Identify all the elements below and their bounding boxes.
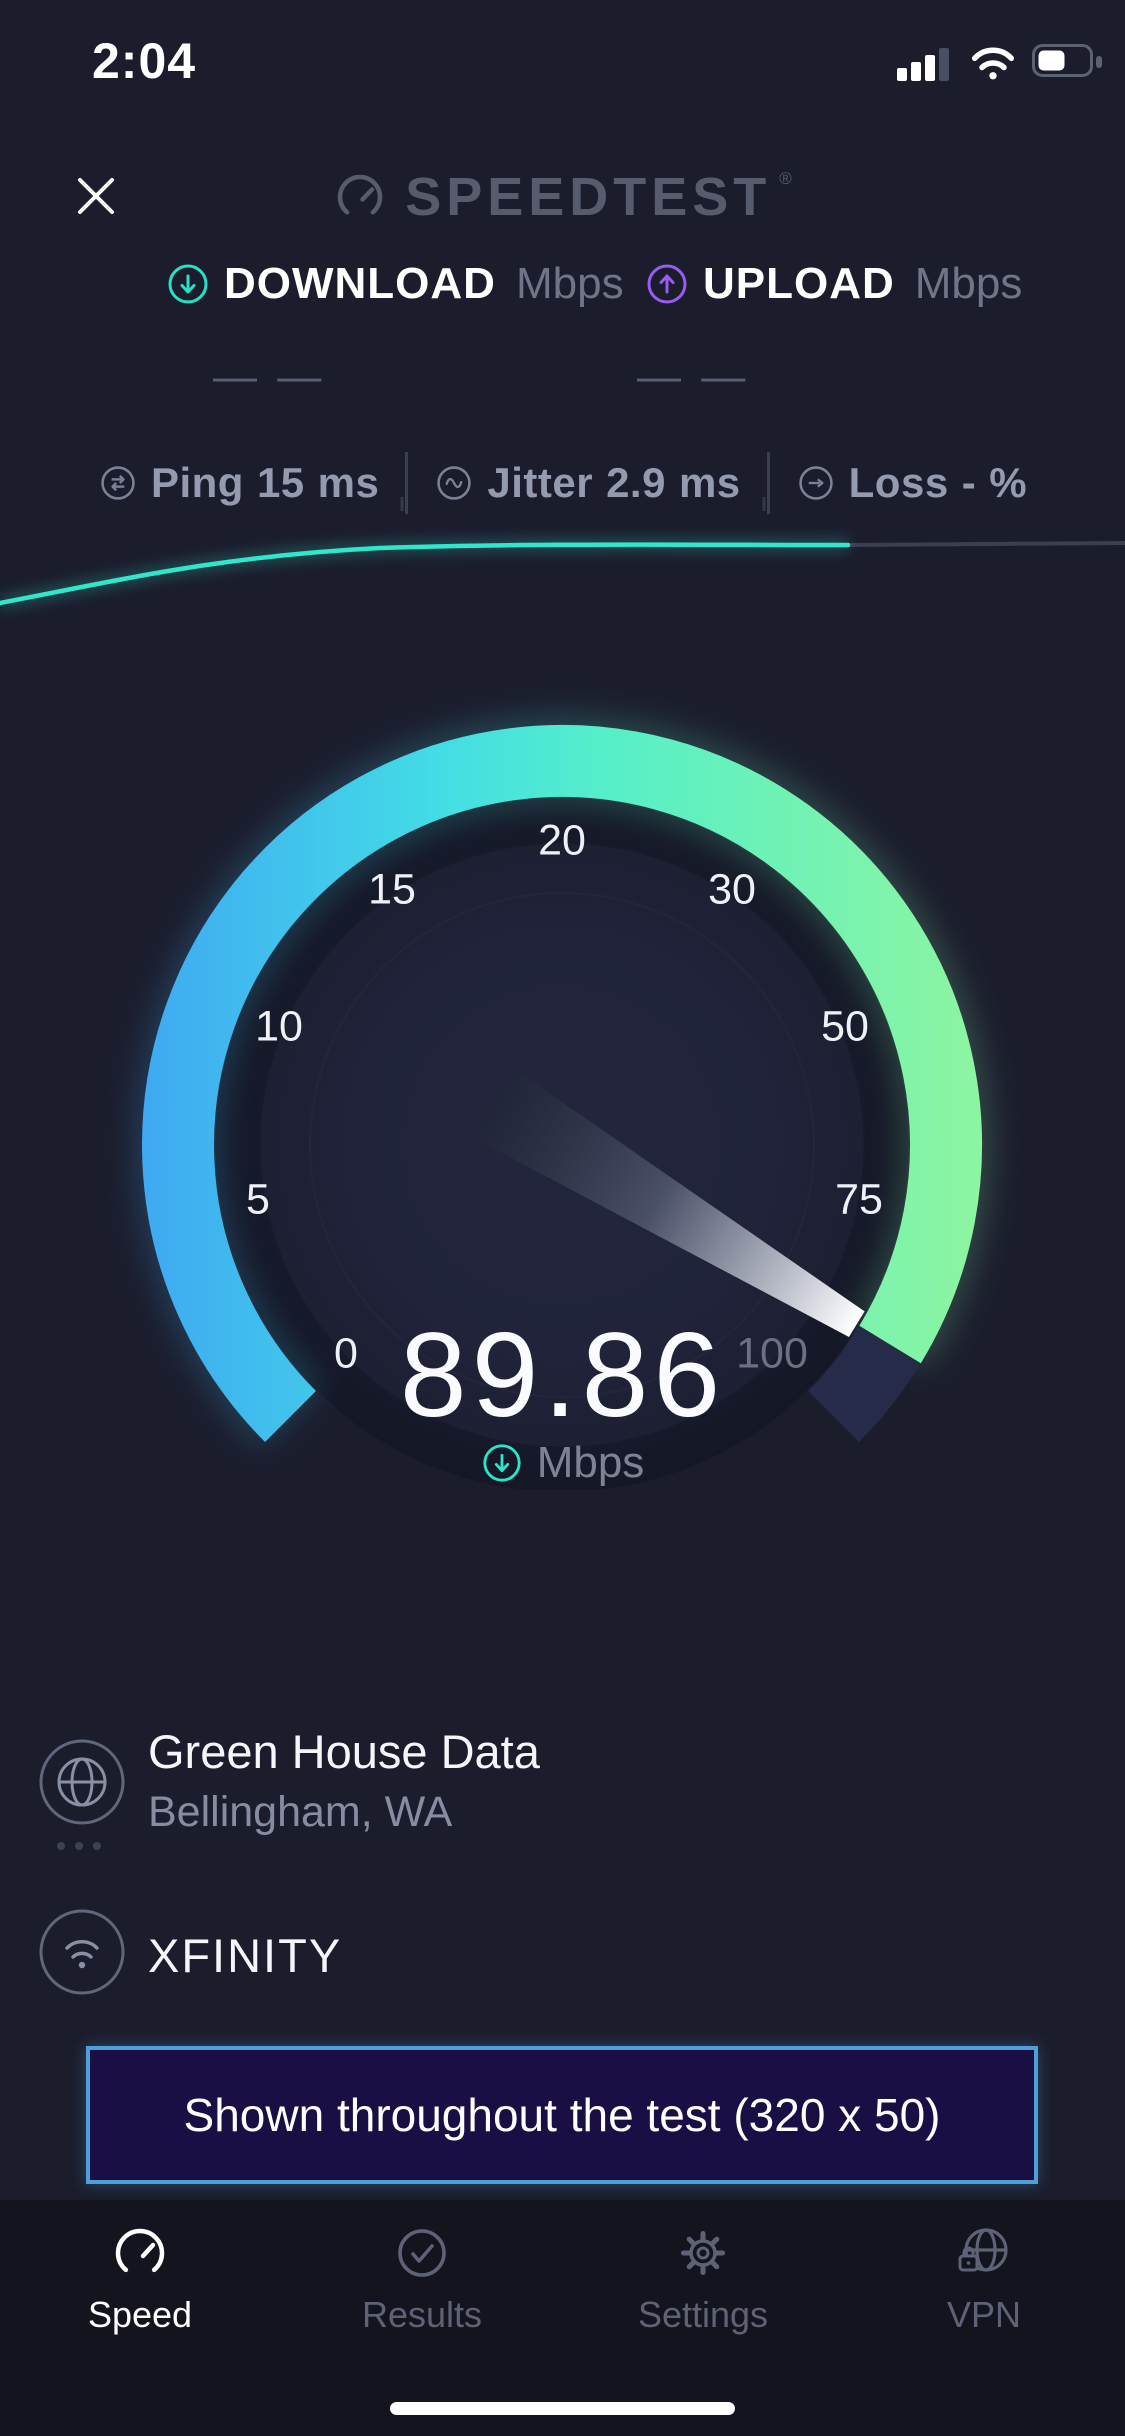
- jitter-icon: [437, 466, 472, 500]
- status-time: 2:04: [92, 33, 197, 89]
- upload-circle-arrow-icon: [647, 264, 687, 304]
- upload-label: UPLOAD: [703, 259, 895, 308]
- tab-results-label: Results: [361, 2294, 483, 2335]
- download-label: DOWNLOAD: [224, 259, 496, 308]
- chart-line-glow: [0, 540, 849, 608]
- jitter-label: Jitter: [487, 459, 594, 506]
- ping-icon: [101, 466, 135, 500]
- download-value-placeholder: — —: [213, 352, 326, 401]
- gear-icon: [681, 2231, 725, 2275]
- download-circle-arrow-icon: [483, 1444, 521, 1482]
- globe-icon: [39, 1739, 125, 1825]
- tab-speed[interactable]: Speed: [40, 2200, 240, 2336]
- chart-track-remaining: [847, 541, 1125, 547]
- gauge-scale-label: 10: [255, 1002, 303, 1051]
- gauge-scale-label: 5: [246, 1175, 270, 1224]
- wifi-connection-icon: [39, 1909, 125, 1995]
- speedtest-logo-text: SPEEDTEST: [405, 167, 772, 227]
- ad-banner[interactable]: Shown throughout the test (320 x 50): [86, 2046, 1038, 2184]
- gauge-arc-remainder: [807, 1325, 921, 1442]
- gauge-arc-progress: [142, 724, 983, 1442]
- upload-unit: Mbps: [914, 259, 1023, 308]
- tab-vpn-label: VPN: [946, 2294, 1022, 2335]
- chart-line: [0, 542, 851, 606]
- gauge-icon: [115, 2228, 165, 2273]
- packet-loss-icon: [798, 466, 833, 500]
- upload-value-placeholder: — —: [637, 352, 750, 401]
- tab-settings-label: Settings: [637, 2294, 769, 2335]
- tab-settings[interactable]: Settings: [603, 2200, 803, 2336]
- download-unit: Mbps: [515, 259, 624, 308]
- server-name: Green House Data: [148, 1725, 540, 1778]
- ping-stat: Ping 15 ms: [98, 459, 379, 507]
- ad-text: Shown throughout the test (320 x 50): [183, 2089, 941, 2141]
- tab-speed-label: Speed: [87, 2294, 193, 2335]
- speedtest-gauge-icon: [337, 174, 383, 215]
- gauge-scale-label-max: 100: [736, 1329, 808, 1378]
- battery-icon: [1032, 44, 1102, 77]
- gauge-needle: [472, 1069, 865, 1337]
- ping-value: 15: [256, 459, 305, 506]
- gauge-inner-shadow-ring: [215, 798, 909, 1490]
- tab-results[interactable]: Results: [322, 2200, 522, 2336]
- gauge-scale-label: 0: [334, 1329, 358, 1378]
- stats-row: Ping 15 ms Jitter 2.9 ms Loss - %: [0, 448, 1125, 518]
- gauge-scale-label: 50: [821, 1002, 869, 1051]
- isp-name: XFINITY: [148, 1929, 343, 1982]
- check-circle-icon: [398, 2229, 446, 2277]
- ping-label: Ping: [150, 459, 244, 506]
- stats-divider: [766, 452, 770, 514]
- stats-divider: [405, 452, 409, 514]
- loss-stat: Loss - %: [796, 459, 1027, 507]
- loss-value: -: [961, 459, 977, 506]
- trademark-symbol: ®: [779, 169, 792, 188]
- gauge-unit-row: Mbps: [0, 1438, 1125, 1488]
- speedtest-logo: SPEEDTEST ®: [0, 163, 1125, 231]
- gauge-scale-label: 75: [835, 1175, 883, 1224]
- server-options-menu[interactable]: [57, 1842, 101, 1850]
- jitter-unit: ms: [678, 459, 741, 506]
- gauge-scale-label: 15: [368, 865, 416, 914]
- jitter-value: 2.9: [606, 459, 666, 506]
- wifi-status-icon: [971, 47, 1015, 80]
- jitter-stat: Jitter 2.9 ms: [434, 459, 740, 507]
- gauge-unit: Mbps: [536, 1438, 645, 1487]
- current-download-speed: 89.86: [399, 1308, 726, 1442]
- server-location: Bellingham, WA: [148, 1788, 453, 1836]
- speed-history-chart: [0, 497, 1125, 608]
- ping-unit: ms: [317, 459, 380, 506]
- gauge-scale-label: 30: [708, 865, 756, 914]
- upload-metric-header: UPLOAD Mbps: [645, 256, 1022, 312]
- globe-lock-icon: [958, 2228, 1008, 2272]
- loss-unit: %: [989, 459, 1028, 506]
- tab-vpn[interactable]: VPN: [884, 2200, 1084, 2336]
- tab-bar: Speed Results Settings: [0, 2200, 1125, 2436]
- close-button[interactable]: [66, 167, 126, 227]
- close-icon: [78, 177, 114, 214]
- cellular-signal-icon: [897, 48, 949, 81]
- gauge-scale-label: 20: [538, 816, 586, 865]
- download-metric-header: DOWNLOAD Mbps: [166, 256, 624, 312]
- speed-gauge: [134, 716, 991, 1490]
- download-circle-arrow-icon: [168, 264, 208, 304]
- home-indicator[interactable]: [390, 2402, 735, 2415]
- loss-label: Loss: [848, 459, 949, 506]
